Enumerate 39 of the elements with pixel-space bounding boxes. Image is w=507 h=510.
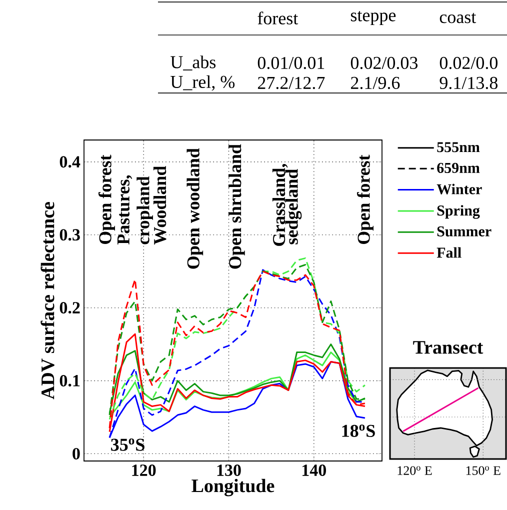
legend-label: Winter [436,184,482,194]
y-axis-title: ADV surface reflectance [40,202,54,400]
text: 0.01/0.01 [258,56,324,70]
annotation: cropland [136,176,153,244]
y-tick-label: 0.2 [60,302,80,314]
annotation: 18$^{o}$S [342,424,375,437]
text: U_abs [170,56,216,70]
legend-label: Spring [437,205,480,219]
y-tick-label: 0.3 [60,229,80,241]
legend-label: 659nm [437,162,480,173]
y-tick-label: 0.1 [60,374,80,387]
text: Transect [413,341,484,354]
annotation: Woodland [153,166,166,245]
text: 0.02/0.03 [350,56,418,70]
text: 120$^{o}$ E [398,466,432,475]
text: steppe [350,11,396,25]
annotation: Open forest [98,154,115,244]
text: forest [258,12,298,24]
legend-label: Fall [436,247,462,258]
text: coast [440,12,476,24]
x-axis-title: Longitude [192,478,274,496]
y-tick-label: 0.4 [60,156,80,168]
text: 2.1/9.6 [351,76,400,90]
legend-label: Summer [437,226,492,236]
text: 150$^{o}$ E [466,466,500,475]
annotation: 35$^{o}$S [111,438,144,451]
y-tick-label: 0 [72,448,80,460]
annotation: Open woodland [186,148,204,269]
x-tick-label: 120 [132,464,156,476]
annotation: Open forest [357,154,374,244]
annotation: Open shrubland [228,144,245,269]
x-tick-label: 140 [302,464,326,476]
annotation: Pastures, [118,175,132,245]
legend-label: 555nm [437,142,480,152]
text: 9.1/13.8 [440,76,498,90]
text: U_rel, % [170,75,235,91]
text: 27.2/12.7 [258,76,325,90]
text: 0.02/0.0 [440,56,498,70]
x-tick-label: 130 [217,464,241,476]
